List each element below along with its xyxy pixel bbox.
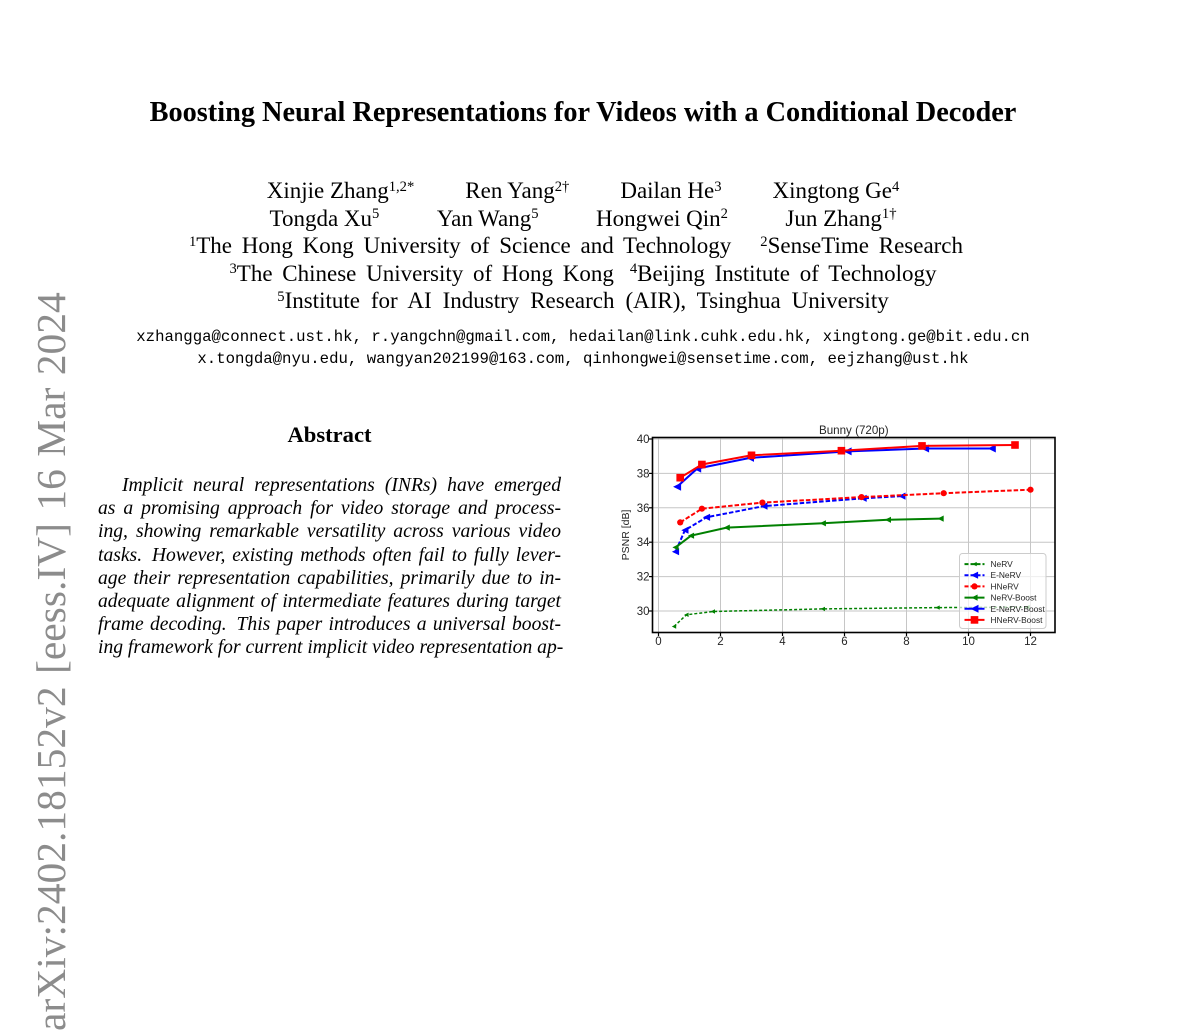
svg-text:34: 34 — [637, 537, 650, 549]
svg-text:0: 0 — [655, 636, 661, 648]
svg-text:Bunny (720p): Bunny (720p) — [819, 424, 889, 437]
svg-text:8: 8 — [903, 636, 909, 648]
svg-text:4: 4 — [779, 636, 786, 648]
svg-text:38: 38 — [637, 468, 650, 480]
svg-text:6: 6 — [841, 636, 847, 648]
svg-text:NeRV-Boost: NeRV-Boost — [991, 593, 1038, 603]
svg-text:HNeRV-Boost: HNeRV-Boost — [991, 615, 1044, 625]
svg-text:E-NeRV-Boost: E-NeRV-Boost — [991, 604, 1046, 614]
svg-text:NeRV: NeRV — [991, 559, 1014, 569]
svg-text:PSNR [dB]: PSNR [dB] — [620, 510, 632, 561]
svg-text:E-NeRV: E-NeRV — [991, 570, 1022, 580]
svg-text:36: 36 — [637, 503, 650, 515]
svg-text:12: 12 — [1024, 636, 1037, 648]
svg-text:10: 10 — [962, 636, 975, 648]
svg-text:40: 40 — [637, 434, 650, 446]
svg-text:2: 2 — [717, 636, 723, 648]
svg-text:30: 30 — [637, 606, 650, 618]
svg-text:32: 32 — [637, 572, 650, 584]
svg-text:HNeRV: HNeRV — [991, 581, 1020, 591]
